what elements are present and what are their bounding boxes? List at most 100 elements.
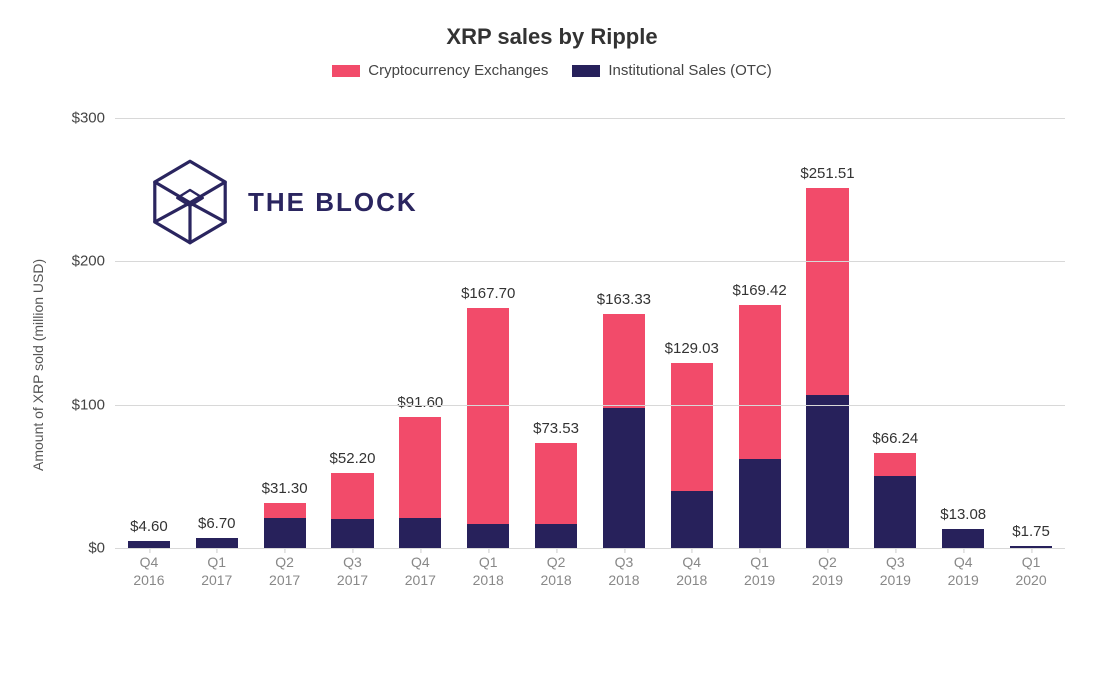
bar-segment-exchanges	[806, 188, 848, 395]
x-tick-label: Q22018	[540, 548, 571, 589]
x-tick-line1: Q3	[608, 554, 639, 572]
bar-segment-exchanges	[603, 314, 645, 408]
bar-slot: $1.75Q12020	[997, 118, 1065, 548]
x-tick-line2: 2017	[269, 572, 300, 590]
bar-total-label: $91.60	[397, 394, 443, 411]
legend: Cryptocurrency Exchanges Institutional Sa…	[0, 62, 1104, 79]
bar-total-label: $73.53	[533, 420, 579, 437]
cube-logo-icon	[150, 158, 230, 246]
x-tick-label: Q12020	[1015, 548, 1046, 589]
x-tick-line2: 2018	[473, 572, 504, 590]
y-axis-label: Amount of XRP sold (million USD)	[30, 258, 46, 470]
bar-slot: $73.53Q22018	[522, 118, 590, 548]
x-tick-line1: Q4	[133, 554, 164, 572]
bar-slot: $66.24Q32019	[861, 118, 929, 548]
x-tick-label: Q32019	[880, 548, 911, 589]
bar-segment-exchanges	[739, 305, 781, 459]
bar-segment-institutional	[535, 524, 577, 548]
x-tick-line1: Q4	[405, 554, 436, 572]
bar-segment-exchanges	[331, 473, 373, 519]
gridline	[115, 261, 1065, 262]
bar-segment-institutional	[264, 518, 306, 548]
legend-swatch-icon	[332, 65, 360, 77]
bar-total-label: $167.70	[461, 285, 515, 302]
bar-segment-institutional	[467, 524, 509, 548]
y-tick-label: $0	[88, 540, 115, 557]
bar-segment-institutional	[806, 395, 848, 548]
gridline	[115, 548, 1065, 549]
x-tick-line1: Q3	[337, 554, 368, 572]
legend-label: Institutional Sales (OTC)	[608, 62, 771, 79]
bar-segment-institutional	[603, 408, 645, 548]
bar-segment-exchanges	[671, 363, 713, 491]
legend-item-exchanges: Cryptocurrency Exchanges	[332, 62, 548, 79]
bar-slot: $163.33Q32018	[590, 118, 658, 548]
bar-segment-exchanges	[264, 503, 306, 518]
bar-total-label: $4.60	[130, 518, 168, 535]
x-tick-label: Q32017	[337, 548, 368, 589]
gridline	[115, 118, 1065, 119]
x-tick-line1: Q1	[473, 554, 504, 572]
legend-swatch-icon	[572, 65, 600, 77]
x-tick-line2: 2019	[812, 572, 843, 590]
bar-segment-institutional	[196, 538, 238, 548]
bar-segment-institutional	[671, 491, 713, 548]
watermark: THE BLOCK	[150, 158, 418, 246]
x-tick-label: Q22019	[812, 548, 843, 589]
x-tick-line1: Q2	[269, 554, 300, 572]
x-tick-label: Q32018	[608, 548, 639, 589]
bar-total-label: $13.08	[940, 506, 986, 523]
x-tick-line1: Q1	[201, 554, 232, 572]
bar-total-label: $1.75	[1012, 523, 1050, 540]
x-tick-label: Q42019	[948, 548, 979, 589]
chart-container: XRP sales by Ripple Cryptocurrency Excha…	[0, 0, 1104, 675]
x-tick-line2: 2016	[133, 572, 164, 590]
bar-total-label: $6.70	[198, 515, 236, 532]
bar-total-label: $52.20	[330, 450, 376, 467]
x-tick-line2: 2017	[337, 572, 368, 590]
bar-segment-exchanges	[467, 308, 509, 524]
bar-total-label: $129.03	[665, 340, 719, 357]
bar-segment-institutional	[874, 476, 916, 548]
bar-slot: $169.42Q12019	[726, 118, 794, 548]
x-tick-label: Q42018	[676, 548, 707, 589]
x-tick-line1: Q2	[812, 554, 843, 572]
y-tick-label: $200	[72, 253, 115, 270]
gridline	[115, 405, 1065, 406]
bar-segment-exchanges	[399, 417, 441, 518]
x-tick-line1: Q1	[744, 554, 775, 572]
x-tick-line2: 2017	[405, 572, 436, 590]
x-tick-line1: Q3	[880, 554, 911, 572]
x-tick-line1: Q2	[540, 554, 571, 572]
x-tick-line2: 2019	[744, 572, 775, 590]
bar-segment-institutional	[331, 519, 373, 548]
bar-total-label: $66.24	[872, 430, 918, 447]
x-tick-label: Q12019	[744, 548, 775, 589]
bar-slot: $13.08Q42019	[929, 118, 997, 548]
x-tick-line2: 2020	[1015, 572, 1046, 590]
x-tick-line2: 2018	[540, 572, 571, 590]
bar-total-label: $163.33	[597, 291, 651, 308]
bar-total-label: $169.42	[733, 282, 787, 299]
bar-segment-exchanges	[535, 443, 577, 524]
x-tick-line1: Q1	[1015, 554, 1046, 572]
x-tick-line2: 2019	[948, 572, 979, 590]
bar-total-label: $31.30	[262, 480, 308, 497]
bar-segment-institutional	[942, 529, 984, 548]
bar-segment-exchanges	[874, 453, 916, 476]
bar-slot: $167.70Q12018	[454, 118, 522, 548]
x-tick-line2: 2018	[676, 572, 707, 590]
x-tick-line1: Q4	[948, 554, 979, 572]
x-tick-line2: 2018	[608, 572, 639, 590]
bar-total-label: $251.51	[800, 165, 854, 182]
y-tick-label: $100	[72, 396, 115, 413]
legend-item-institutional: Institutional Sales (OTC)	[572, 62, 771, 79]
legend-label: Cryptocurrency Exchanges	[368, 62, 548, 79]
watermark-text: THE BLOCK	[248, 187, 418, 218]
x-tick-label: Q42017	[405, 548, 436, 589]
bar-slot: $251.51Q22019	[794, 118, 862, 548]
x-tick-line2: 2019	[880, 572, 911, 590]
bar-segment-institutional	[739, 459, 781, 548]
y-tick-label: $300	[72, 110, 115, 127]
bar-segment-institutional	[128, 541, 170, 548]
